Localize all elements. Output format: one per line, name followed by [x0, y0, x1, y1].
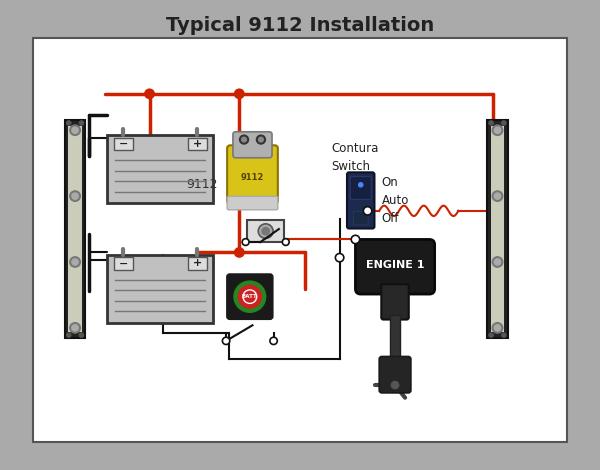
Bar: [491, 126, 505, 332]
Text: +: +: [193, 258, 202, 268]
Circle shape: [256, 135, 265, 144]
Circle shape: [494, 259, 500, 265]
Circle shape: [70, 323, 80, 333]
Text: Typical 9112 Installation: Typical 9112 Installation: [166, 16, 434, 35]
Text: ENGINE 1: ENGINE 1: [366, 260, 424, 270]
Circle shape: [494, 193, 500, 199]
Circle shape: [243, 290, 257, 304]
Bar: [68, 126, 82, 332]
FancyBboxPatch shape: [353, 212, 368, 225]
Bar: [107, 135, 213, 203]
Circle shape: [270, 337, 277, 345]
Circle shape: [335, 253, 344, 262]
Text: 9112: 9112: [241, 172, 264, 181]
Circle shape: [67, 121, 71, 125]
Circle shape: [391, 382, 399, 389]
Circle shape: [262, 227, 269, 235]
Text: Off: Off: [382, 212, 400, 225]
Circle shape: [238, 285, 262, 308]
Circle shape: [242, 239, 249, 245]
Circle shape: [235, 89, 244, 99]
FancyBboxPatch shape: [227, 196, 278, 210]
Circle shape: [79, 333, 83, 337]
FancyBboxPatch shape: [347, 172, 374, 228]
Text: Contura: Contura: [332, 142, 379, 155]
Circle shape: [70, 191, 80, 201]
Circle shape: [72, 259, 78, 265]
Circle shape: [223, 337, 230, 345]
Bar: [487, 120, 508, 338]
Bar: [65, 120, 85, 338]
FancyBboxPatch shape: [382, 284, 409, 320]
Circle shape: [492, 323, 503, 333]
Circle shape: [502, 333, 506, 337]
Text: Switch: Switch: [332, 160, 371, 173]
Circle shape: [364, 207, 372, 215]
Circle shape: [234, 281, 266, 312]
Circle shape: [502, 121, 506, 125]
Bar: [247, 220, 284, 242]
Circle shape: [489, 121, 493, 125]
Circle shape: [79, 121, 83, 125]
Circle shape: [492, 257, 503, 267]
Circle shape: [492, 191, 503, 201]
Circle shape: [258, 224, 273, 238]
Circle shape: [494, 127, 500, 133]
Bar: [107, 255, 213, 323]
Text: −: −: [118, 258, 128, 268]
FancyBboxPatch shape: [233, 132, 272, 158]
Circle shape: [70, 125, 80, 135]
Circle shape: [72, 127, 78, 133]
Circle shape: [283, 239, 289, 245]
Bar: [113, 257, 133, 270]
Circle shape: [489, 333, 493, 337]
Circle shape: [492, 125, 503, 135]
Circle shape: [235, 248, 244, 257]
Circle shape: [145, 89, 154, 99]
Circle shape: [70, 257, 80, 267]
Circle shape: [242, 137, 247, 142]
Text: On: On: [382, 176, 398, 189]
Bar: [188, 138, 206, 150]
Circle shape: [351, 235, 359, 243]
Text: +: +: [193, 139, 202, 149]
FancyBboxPatch shape: [379, 356, 411, 393]
Text: −: −: [118, 139, 128, 149]
Circle shape: [239, 135, 248, 144]
Circle shape: [259, 137, 263, 142]
Bar: [188, 257, 206, 270]
Circle shape: [494, 325, 500, 331]
Text: Auto: Auto: [382, 194, 409, 207]
Bar: [113, 138, 133, 150]
Circle shape: [359, 183, 363, 187]
Bar: [390, 315, 400, 362]
Circle shape: [72, 193, 78, 199]
Circle shape: [67, 333, 71, 337]
Text: 9112: 9112: [187, 178, 218, 191]
Circle shape: [72, 325, 78, 331]
Text: BATT: BATT: [242, 294, 258, 299]
FancyBboxPatch shape: [227, 145, 278, 204]
FancyBboxPatch shape: [227, 274, 272, 319]
FancyBboxPatch shape: [350, 177, 371, 199]
FancyBboxPatch shape: [355, 239, 434, 294]
